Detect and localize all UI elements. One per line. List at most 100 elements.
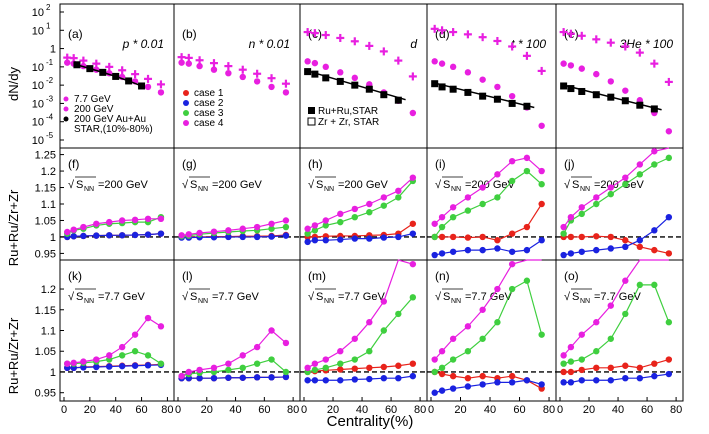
marker-7.7gev	[281, 79, 290, 88]
marker-200gev	[464, 69, 472, 76]
sqrt-s-label: S	[443, 179, 450, 191]
marker-case3	[479, 200, 486, 208]
marker-7.7gev	[238, 65, 247, 74]
marker-case4	[93, 356, 100, 363]
marker-case1	[622, 362, 629, 369]
marker-case1	[464, 234, 472, 241]
marker-case3	[449, 213, 457, 221]
marker-200gev	[178, 59, 185, 66]
marker-case4	[431, 356, 438, 363]
marker-case1	[578, 233, 585, 241]
marker-case3	[253, 360, 261, 367]
marker-case3	[225, 366, 232, 374]
marker-case4	[225, 227, 232, 234]
row1-ytick-label: 1.25	[35, 150, 56, 162]
marker-200gev	[431, 58, 438, 65]
marker-case3	[636, 171, 644, 178]
marker-case3	[157, 360, 165, 367]
marker-case3	[131, 348, 139, 355]
marker-200gev	[64, 59, 71, 66]
xtick-label: 60	[258, 404, 270, 416]
marker-7.7gev	[336, 33, 345, 42]
sqrt-s-label: S	[316, 291, 323, 303]
marker-case2	[395, 233, 402, 241]
row2-ytick-label: 1	[50, 367, 56, 379]
row0-ytick-exp: -3	[46, 94, 54, 103]
panel-frame-r0-c4	[555, 3, 684, 149]
marker-case3	[268, 225, 275, 232]
marker-case2	[337, 377, 344, 384]
row1-ytick-label: 1.15	[35, 183, 56, 195]
marker-star	[311, 70, 319, 78]
marker-case4	[239, 225, 246, 232]
marker-case1	[380, 363, 388, 371]
sqrt-s-nn: √	[182, 179, 189, 191]
marker-case4	[196, 366, 203, 374]
xtick-label: 80	[543, 404, 555, 416]
row0-ytick-label: 10	[32, 62, 44, 74]
marker-7.7gev	[566, 29, 575, 38]
row0-ytick-one: 1	[50, 44, 56, 56]
legend-star-marker	[308, 107, 315, 114]
sqrt-sub: NN	[324, 186, 334, 193]
marker-case4	[607, 184, 614, 191]
marker-case4	[239, 352, 246, 359]
sqrt-sub: NN	[198, 298, 208, 305]
row1-ytick-label: 1.1	[41, 199, 56, 211]
sqrt-sub: NN	[84, 298, 94, 305]
sqrt-s-label: S	[443, 291, 450, 303]
panel-label: (l)	[182, 269, 193, 283]
marker-case1	[538, 200, 545, 208]
panel-label: (m)	[308, 269, 326, 283]
legend-case-entry: case 1	[194, 88, 224, 99]
marker-case2	[268, 233, 275, 240]
marker-case4	[409, 260, 417, 268]
marker-case1	[351, 365, 358, 372]
energy-label: =200 GeV	[594, 179, 645, 191]
row2-ylabel: Ru+Ru/Zr+Zr	[6, 317, 21, 394]
row0-ylabel: dN/dy	[6, 67, 21, 101]
marker-case2	[593, 246, 600, 254]
panel-title: d	[410, 37, 417, 51]
xtick-label: 60	[641, 404, 653, 416]
marker-case4	[567, 343, 575, 351]
marker-star	[560, 82, 568, 90]
marker-star	[650, 105, 658, 113]
energy-label: =7.7 GeV	[594, 291, 641, 303]
marker-case4	[311, 222, 319, 229]
marker-7.7gev	[449, 28, 458, 37]
sqrt-s-label: S	[316, 179, 323, 191]
marker-7.7gev	[224, 62, 233, 71]
marker-case3	[607, 335, 614, 342]
marker-7.7gev	[105, 62, 114, 71]
marker-case3	[118, 352, 126, 359]
legend-star-entry: Zr + Zr, STAR	[318, 117, 379, 128]
marker-case4	[196, 229, 203, 237]
sqrt-sub: NN	[451, 298, 461, 305]
energy-label: =7.7 GeV	[465, 291, 512, 303]
fit-line	[434, 82, 535, 109]
marker-star	[464, 88, 472, 96]
xtick-label: 0	[557, 404, 563, 416]
row2-ytick-label: 1.2	[41, 284, 56, 296]
row0-ytick-label: 10	[32, 135, 44, 147]
marker-case1	[409, 360, 417, 367]
marker-star	[578, 87, 586, 95]
marker-7.7gev	[209, 59, 218, 68]
xtick-label: 60	[513, 404, 525, 416]
marker-7.7gev	[493, 36, 502, 45]
marker-case3	[380, 202, 388, 209]
xtick-label: 0	[301, 404, 307, 416]
marker-case4	[64, 360, 71, 367]
marker-case2	[366, 375, 373, 383]
legend-marker	[63, 96, 69, 102]
legend-case-marker	[183, 120, 189, 126]
row0-ytick-label: 10	[32, 117, 44, 129]
marker-7.7gev	[321, 31, 330, 40]
marker-200gev	[304, 58, 311, 65]
marker-case3	[523, 277, 531, 284]
fit-line	[307, 70, 406, 101]
marker-case4	[449, 335, 457, 342]
sqrt-s-nn: √	[308, 291, 315, 303]
